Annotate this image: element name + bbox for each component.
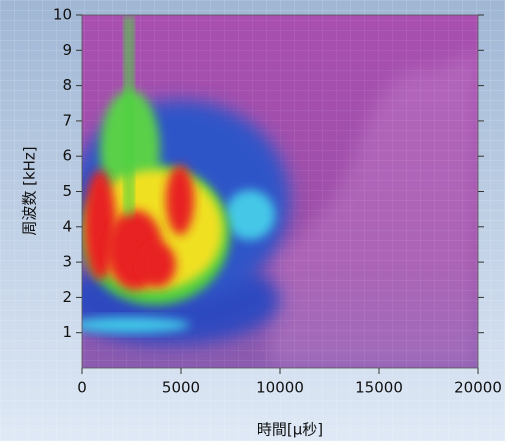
- y-tick-label: 10: [53, 6, 72, 24]
- x-axis-label: 時間[μ秒]: [257, 421, 323, 439]
- y-tick-label: 4: [62, 217, 72, 235]
- y-tick-label: 3: [62, 253, 72, 271]
- x-tick-label: 5000: [162, 379, 200, 397]
- y-tick-label: 7: [62, 111, 72, 129]
- y-tick-label: 1: [62, 323, 72, 341]
- x-tick-label: 15000: [355, 379, 403, 397]
- heatmap: [82, 15, 478, 368]
- y-tick-label: 2: [62, 288, 72, 306]
- x-tick-label: 10000: [256, 379, 304, 397]
- x-tick-label: 20000: [454, 379, 502, 397]
- y-tick-label: 8: [62, 76, 72, 94]
- y-tick-label: 6: [62, 147, 72, 165]
- y-tick-label: 9: [62, 41, 72, 59]
- y-tick-label: 5: [62, 182, 72, 200]
- y-axis-label: 周波数 [kHz]: [21, 146, 39, 235]
- x-tick-label: 0: [77, 379, 87, 397]
